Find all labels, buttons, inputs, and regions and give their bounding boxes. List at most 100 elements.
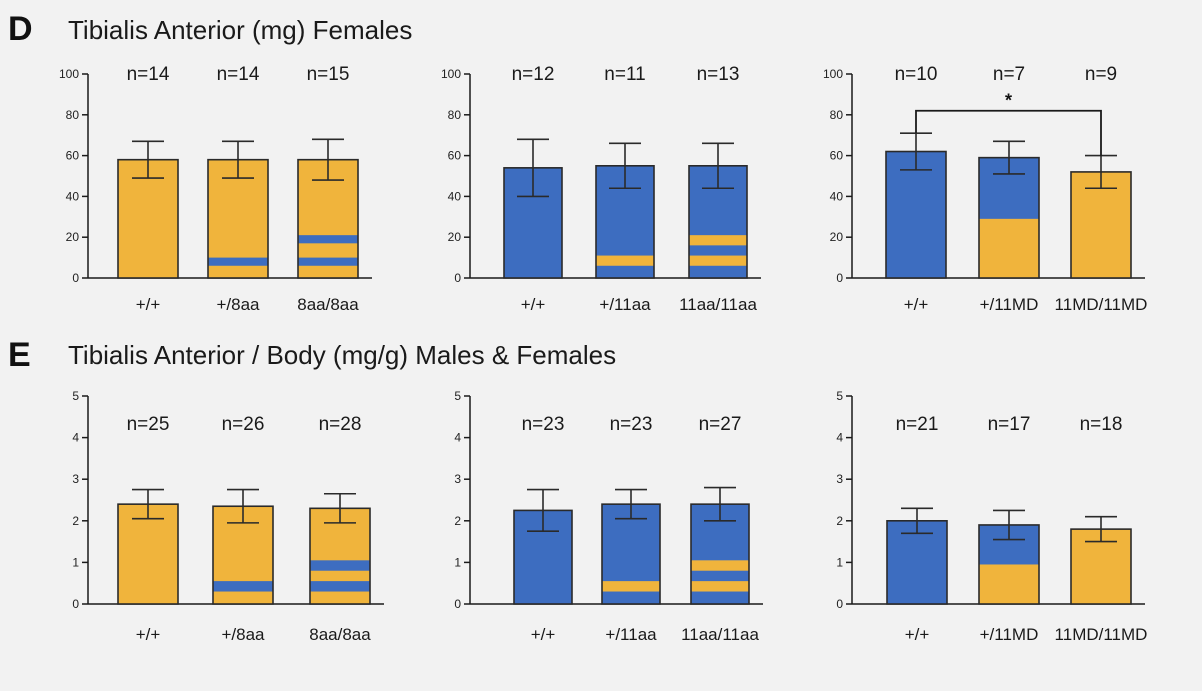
y-tick-label: 4 (836, 431, 843, 445)
y-tick-label: 20 (66, 230, 80, 244)
bar-lower-segment (979, 564, 1039, 604)
y-tick-label: 40 (830, 189, 844, 203)
category-label: +/+ (136, 625, 161, 644)
bar-stripe (310, 581, 370, 592)
bar-stripe (691, 560, 749, 571)
y-tick-label: 4 (454, 431, 461, 445)
n-label: n=9 (1085, 64, 1117, 85)
y-tick-label: 1 (454, 555, 461, 569)
y-tick-label: 0 (454, 597, 461, 611)
y-tick-label: 2 (454, 514, 461, 528)
y-tick-label: 80 (448, 108, 462, 122)
y-tick-label: 2 (72, 514, 79, 528)
category-label: +/11MD (980, 295, 1039, 314)
y-tick-label: 60 (830, 149, 844, 163)
panel-title-d: Tibialis Anterior (mg) Females (68, 15, 412, 45)
category-label: +/8aa (216, 295, 260, 314)
y-tick-label: 20 (448, 230, 462, 244)
chart-panel-e-2: 0 1 2 3 4 5 n=23 +/+ n=23 +/11aa n=27 11aa/11aa (454, 389, 763, 644)
significance-bracket (915, 109, 1102, 156)
n-label: n=14 (217, 64, 260, 85)
bar-stripe (298, 257, 358, 266)
bar-stripe (310, 560, 370, 571)
category-label: +/+ (531, 625, 556, 644)
chart-panel-e-3: 0 1 2 3 4 5 n=21 +/+ n=17 +/11MD n=18 11MD/11MD (836, 389, 1147, 644)
category-label: +/+ (136, 295, 161, 314)
bar (118, 504, 178, 604)
bar-stripe (689, 235, 747, 246)
n-label: n=10 (895, 64, 938, 85)
y-tick-label: 5 (836, 389, 843, 403)
category-label: +/11aa (605, 625, 657, 644)
n-label: n=18 (1080, 414, 1123, 435)
y-tick-label: 3 (72, 472, 79, 486)
category-label: 11MD/11MD (1055, 625, 1148, 644)
y-tick-label: 20 (830, 230, 844, 244)
n-label: n=11 (604, 64, 645, 85)
y-tick-label: 4 (72, 431, 79, 445)
bar (887, 520, 947, 604)
n-label: n=15 (307, 64, 350, 85)
y-tick-label: 80 (830, 108, 844, 122)
y-tick-label: 0 (836, 271, 843, 285)
n-label: n=26 (222, 414, 265, 435)
category-label: +/8aa (221, 625, 265, 644)
y-tick-label: 3 (836, 472, 843, 486)
bar-stripe (602, 581, 660, 592)
category-label: 11MD/11MD (1055, 295, 1148, 314)
y-tick-label: 100 (59, 67, 79, 81)
panel-letter-e: E (8, 336, 31, 374)
y-tick-label: 60 (66, 149, 80, 163)
n-label: n=17 (988, 414, 1031, 435)
bar-stripe (298, 235, 358, 244)
y-tick-label: 40 (448, 189, 462, 203)
category-label: 11aa/11aa (681, 625, 759, 644)
chart-panel-e-1: 0 1 2 3 4 5 n=25 +/+ n=26 +/8aa n=28 8aa/8aa (72, 389, 384, 644)
n-label: n=28 (319, 414, 362, 435)
n-label: n=12 (512, 64, 555, 85)
y-tick-label: 80 (66, 108, 80, 122)
category-label: 11aa/11aa (679, 295, 757, 314)
bar-stripe (208, 257, 268, 266)
n-label: n=7 (993, 64, 1025, 85)
n-label: n=13 (697, 64, 740, 85)
chart-panel-d-1: 0 20 40 60 80 100 n=14 +/+ n=14 +/8aa n=15 8aa/8aa (59, 64, 372, 314)
panel-letter-d: D (8, 10, 33, 48)
n-label: n=23 (522, 414, 565, 435)
bar (118, 159, 178, 278)
y-tick-label: 3 (454, 472, 461, 486)
y-tick-label: 2 (836, 514, 843, 528)
bar-lower-segment (979, 218, 1039, 278)
category-label: 8aa/8aa (297, 295, 359, 314)
panel-title-e: Tibialis Anterior / Body (mg/g) Males & … (68, 340, 616, 370)
bar (886, 151, 946, 278)
category-label: +/11aa (599, 295, 651, 314)
category-label: +/+ (521, 295, 546, 314)
category-label: 8aa/8aa (309, 625, 371, 644)
y-tick-label: 60 (448, 149, 462, 163)
y-tick-label: 1 (836, 555, 843, 569)
y-tick-label: 5 (454, 389, 461, 403)
n-label: n=27 (699, 414, 742, 435)
y-tick-label: 0 (72, 271, 79, 285)
y-tick-label: 1 (72, 555, 79, 569)
significance-label: * (1005, 91, 1012, 111)
y-tick-label: 100 (823, 67, 843, 81)
chart-panel-d-3: 0 20 40 60 80 100 n=10 +/+ n=7 +/11MD n=9 11MD/11MD… (823, 64, 1147, 314)
bar-stripe (691, 581, 749, 592)
y-tick-label: 0 (836, 597, 843, 611)
n-label: n=23 (610, 414, 653, 435)
y-tick-label: 40 (66, 189, 80, 203)
bar-stripe (596, 255, 654, 266)
bar-stripe (689, 255, 747, 266)
n-label: n=25 (127, 414, 170, 435)
category-label: +/+ (905, 625, 930, 644)
y-tick-label: 0 (454, 271, 461, 285)
chart-panel-d-2: 0 20 40 60 80 100 n=12 +/+ n=11 +/11aa n=13 11aa/11… (441, 64, 761, 314)
bar (1071, 171, 1131, 278)
category-label: +/+ (904, 295, 929, 314)
y-tick-label: 100 (441, 67, 461, 81)
y-tick-label: 0 (72, 597, 79, 611)
